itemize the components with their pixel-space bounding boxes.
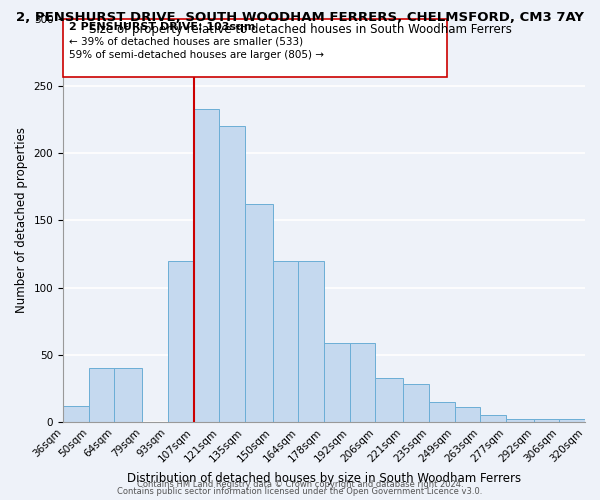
Bar: [324, 342, 350, 422]
Bar: [219, 126, 245, 422]
Bar: [480, 415, 506, 422]
Bar: [168, 261, 194, 422]
Bar: [506, 420, 533, 422]
Bar: [298, 261, 324, 422]
Bar: [455, 407, 480, 422]
Bar: [272, 261, 298, 422]
Bar: [89, 368, 115, 422]
Bar: [194, 109, 219, 422]
Bar: [533, 420, 559, 422]
Text: 2 PENSHURST DRIVE: 103sqm: 2 PENSHURST DRIVE: 103sqm: [68, 22, 255, 32]
Text: Contains HM Land Registry data © Crown copyright and database right 2024.: Contains HM Land Registry data © Crown c…: [137, 480, 463, 489]
X-axis label: Distribution of detached houses by size in South Woodham Ferrers: Distribution of detached houses by size …: [127, 472, 521, 485]
Bar: [115, 368, 142, 422]
Text: ← 39% of detached houses are smaller (533): ← 39% of detached houses are smaller (53…: [68, 36, 302, 46]
Text: 2, PENSHURST DRIVE, SOUTH WOODHAM FERRERS, CHELMSFORD, CM3 7AY: 2, PENSHURST DRIVE, SOUTH WOODHAM FERRER…: [16, 11, 584, 24]
Bar: [350, 342, 376, 422]
Bar: [63, 406, 89, 422]
Bar: [559, 420, 585, 422]
Text: Size of property relative to detached houses in South Woodham Ferrers: Size of property relative to detached ho…: [89, 22, 511, 36]
FancyBboxPatch shape: [63, 19, 447, 77]
Bar: [429, 402, 455, 422]
Y-axis label: Number of detached properties: Number of detached properties: [15, 128, 28, 314]
Text: Contains public sector information licensed under the Open Government Licence v3: Contains public sector information licen…: [118, 487, 482, 496]
Bar: [245, 204, 272, 422]
Text: 59% of semi-detached houses are larger (805) →: 59% of semi-detached houses are larger (…: [68, 50, 323, 60]
Bar: [403, 384, 429, 422]
Bar: [376, 378, 403, 422]
